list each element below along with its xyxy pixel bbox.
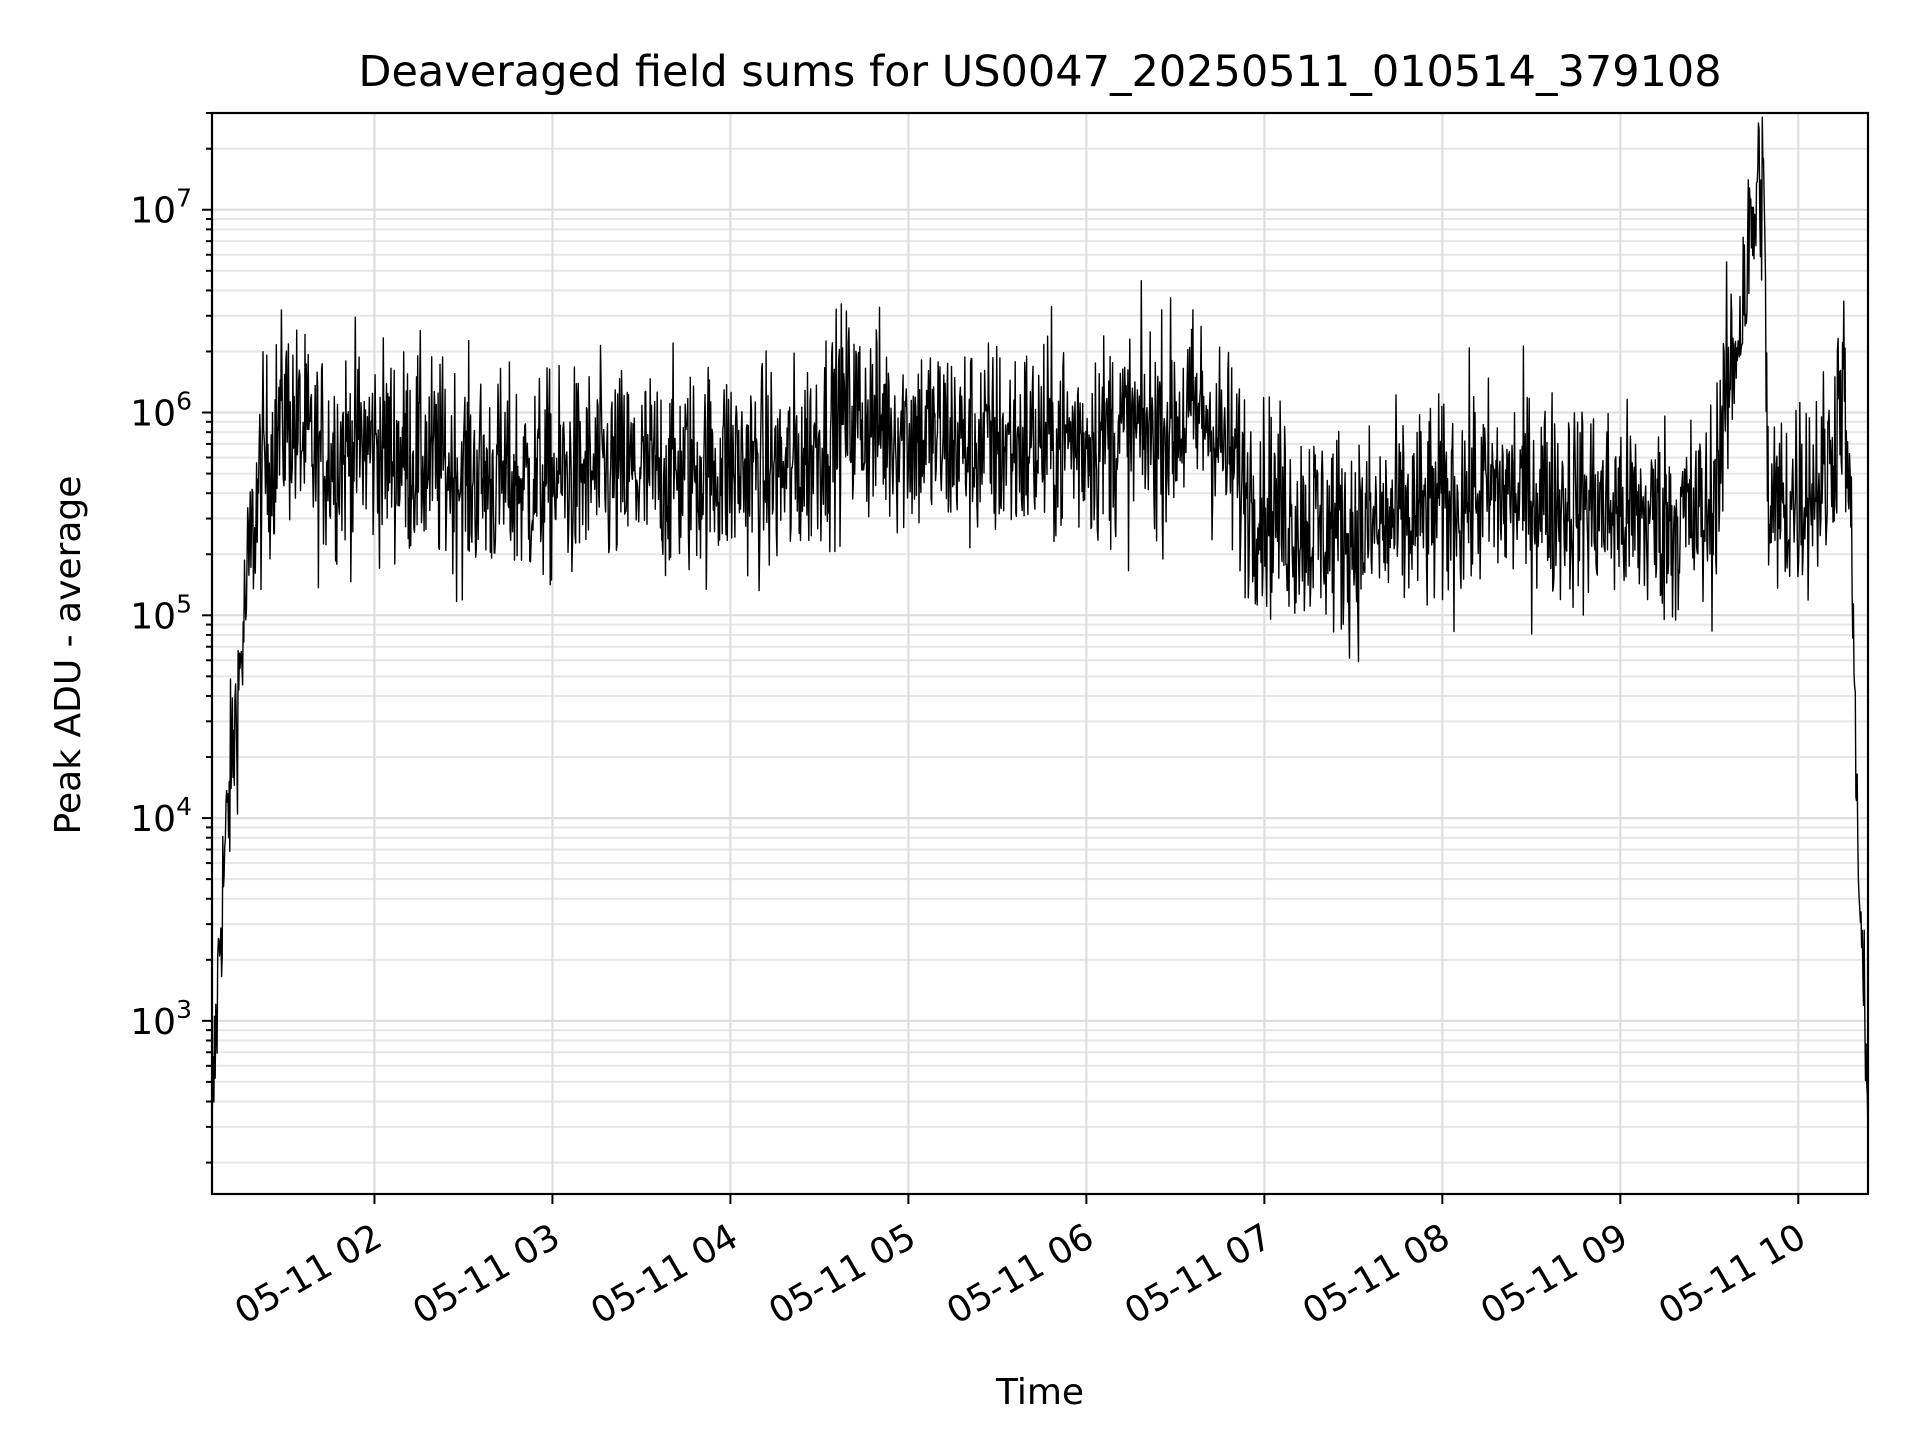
grid — [212, 112, 1868, 1194]
y-tick-label: 103 — [130, 995, 192, 1043]
series-layer — [211, 116, 1869, 1137]
y-tick-label: 105 — [130, 589, 192, 637]
y-tick-label: 104 — [130, 792, 192, 840]
x-axis-label: Time — [995, 1372, 1084, 1413]
chart-title: Deaveraged field sums for US0047_2025051… — [358, 47, 1721, 97]
y-axis-label: Peak ADU - average — [48, 476, 89, 835]
plot-frame — [210, 111, 1870, 1196]
y-tick-label: 107 — [130, 184, 192, 232]
series-line — [211, 116, 1869, 1137]
y-tick-label: 106 — [130, 387, 192, 435]
